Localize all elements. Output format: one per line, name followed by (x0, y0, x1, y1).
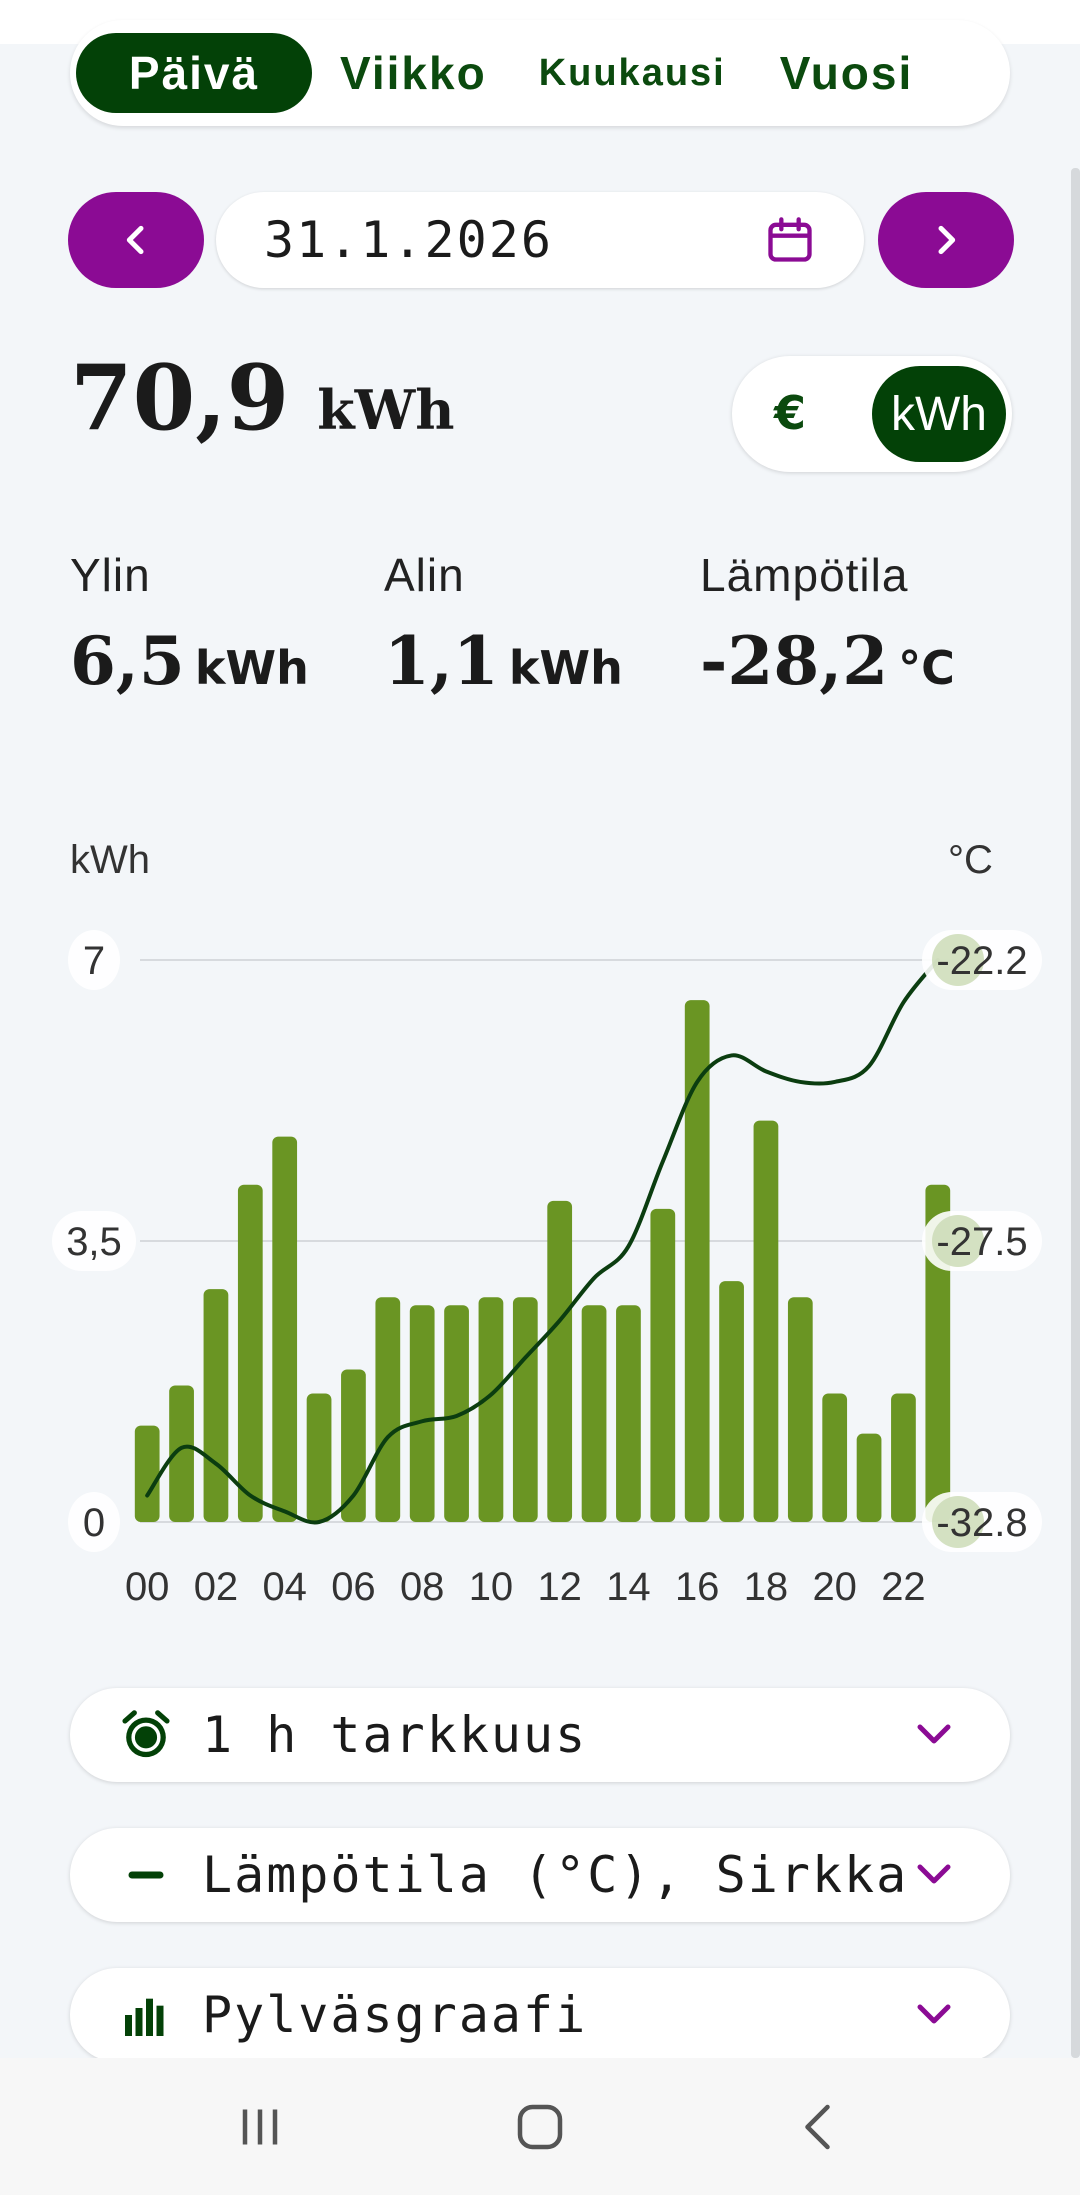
bar (650, 1208, 676, 1522)
stat-temperature-label: Lämpötila (700, 549, 909, 601)
y2-tick-marker (932, 1215, 984, 1267)
total-consumption: 70,9 kWh (70, 345, 455, 451)
chevron-left-icon (126, 225, 144, 255)
alarm-clock-icon (118, 1707, 174, 1763)
temperature-series-dropdown[interactable]: Lämpötila (°C), Sirkka (70, 1828, 1010, 1922)
chart-type-dropdown[interactable]: Pylväsgraafi (70, 1968, 1010, 2062)
stat-max: Ylin 6,5 kWh (70, 548, 309, 700)
system-navigation-bar (0, 2058, 1080, 2195)
bar (822, 1393, 848, 1522)
tab-day[interactable]: Päivä (76, 33, 312, 113)
chevron-down-icon (914, 1861, 954, 1889)
bar (547, 1200, 573, 1522)
bar (409, 1305, 435, 1522)
bar (684, 1000, 710, 1522)
stat-min-unit: kWh (508, 641, 623, 695)
stat-max-label: Ylin (70, 549, 151, 601)
next-day-button[interactable] (878, 192, 1014, 288)
bar (512, 1297, 538, 1522)
y2-tick-marker (932, 934, 984, 986)
tab-year[interactable]: Vuosi (779, 47, 914, 99)
x-tick-label: 20 (812, 1565, 857, 1609)
bar (444, 1305, 469, 1522)
consumption-chart[interactable]: 0 3,5 7 -32.8 -27.5 -22.2 00 02 04 06 08 10 12 14 16 18… (0, 900, 1080, 1620)
chevron-right-icon (938, 225, 956, 255)
y-tick-label: 7 (83, 939, 105, 983)
bar (203, 1289, 229, 1522)
dash-line-icon (118, 1847, 174, 1903)
stat-max-unit: kWh (194, 641, 309, 695)
y2-tick-marker (932, 1496, 984, 1548)
bar (753, 1120, 779, 1522)
bar (272, 1136, 298, 1522)
y-tick-label: 3,5 (66, 1220, 122, 1264)
y-axis-title: kWh (70, 838, 150, 882)
chevron-down-icon (914, 2001, 954, 2029)
bar (616, 1305, 641, 1522)
temperature-line (145, 958, 940, 1525)
bar (375, 1297, 401, 1522)
bar (787, 1297, 813, 1522)
back-icon[interactable] (790, 2097, 850, 2157)
x-tick-label: 12 (537, 1565, 582, 1609)
bar (719, 1281, 744, 1522)
x-tick-label: 18 (744, 1565, 789, 1609)
date-value: 31.1.2026 (264, 211, 553, 269)
x-tick-label: 08 (400, 1565, 445, 1609)
scrollbar[interactable] (1071, 168, 1080, 2058)
y-tick-pill (52, 1211, 136, 1271)
bar (341, 1369, 366, 1522)
stat-temperature: Lämpötila -28,2 °C (700, 548, 955, 700)
previous-day-button[interactable] (68, 192, 204, 288)
euro-toggle-option[interactable]: € (774, 386, 807, 440)
x-tick-label: 22 (881, 1565, 926, 1609)
tab-week[interactable]: Viikko (340, 47, 487, 99)
bar (891, 1393, 916, 1522)
recent-apps-icon[interactable] (230, 2097, 290, 2157)
temperature-series-label: Lämpötila (°C), Sirkka (202, 1846, 909, 1904)
unit-toggle: € kWh (732, 356, 1012, 472)
tab-month[interactable]: Kuukausi (538, 51, 726, 94)
stat-temperature-value: -28,2 (700, 622, 889, 700)
chevron-down-icon (914, 1721, 954, 1749)
kwh-toggle-option[interactable]: kWh (872, 366, 1006, 462)
bar (134, 1425, 160, 1522)
bar-chart-icon (118, 1987, 174, 2043)
chart-type-label: Pylväsgraafi (202, 1986, 588, 2044)
x-tick-label: 00 (125, 1565, 170, 1609)
bar (478, 1297, 504, 1522)
stat-min: Alin 1,1 kWh (384, 548, 623, 700)
stat-max-value: 6,5 (70, 622, 185, 700)
bar (856, 1433, 882, 1522)
stat-min-label: Alin (384, 549, 465, 601)
x-tick-label: 10 (469, 1565, 514, 1609)
period-tabs: Päivä Viikko Kuukausi Vuosi (70, 20, 1010, 126)
bar (306, 1393, 332, 1522)
total-value: 70,9 (70, 345, 290, 451)
x-tick-label: 04 (262, 1565, 307, 1609)
stat-temperature-unit: °C (898, 641, 955, 695)
home-icon[interactable] (510, 2097, 570, 2157)
y-tick-pill (68, 930, 120, 990)
y2-tick-label: -32.8 (936, 1501, 1027, 1545)
bar (169, 1385, 194, 1522)
y2-tick-label: -27.5 (936, 1220, 1027, 1264)
x-tick-label: 02 (194, 1565, 239, 1609)
total-unit: kWh (317, 378, 455, 442)
x-tick-label: 06 (331, 1565, 376, 1609)
x-tick-label: 16 (675, 1565, 720, 1609)
resolution-dropdown[interactable]: 1 h tarkkuus (70, 1688, 1010, 1782)
y-tick-label: 0 (83, 1501, 105, 1545)
resolution-label: 1 h tarkkuus (202, 1706, 588, 1764)
y-tick-pill (68, 1492, 120, 1552)
x-tick-label: 14 (606, 1565, 651, 1609)
date-picker[interactable]: 31.1.2026 (216, 192, 864, 288)
y2-axis-title: °C (948, 838, 993, 882)
bar (237, 1184, 263, 1522)
y2-tick-label: -22.2 (936, 939, 1027, 983)
bar (581, 1305, 607, 1522)
calendar-icon[interactable] (764, 214, 816, 266)
stat-min-value: 1,1 (384, 622, 499, 700)
